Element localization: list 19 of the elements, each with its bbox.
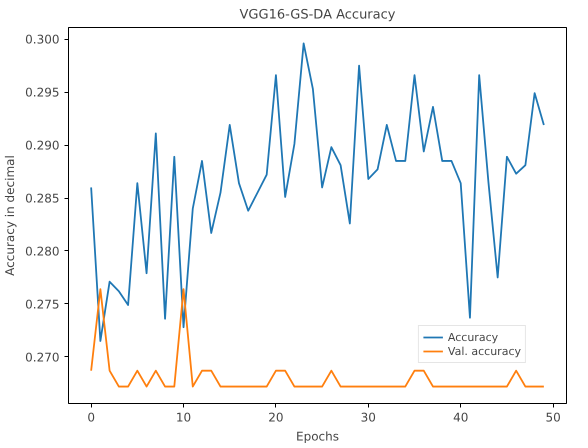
y-tick-label: 0.285 — [25, 192, 60, 206]
y-tick-label: 0.275 — [25, 297, 60, 312]
y-tick-label: 0.300 — [25, 32, 60, 47]
y-tick-label: 0.295 — [25, 86, 60, 100]
legend-label: Val. accuracy — [448, 344, 521, 358]
x-tick-label: 0 — [87, 410, 95, 424]
line-series — [90, 42, 545, 342]
y-tick-label: 0.290 — [25, 138, 60, 153]
x-tick-label: 40 — [453, 410, 468, 424]
legend-label: Accuracy — [448, 330, 498, 344]
x-axis-title: Epochs — [296, 430, 339, 444]
x-tick-label: 50 — [545, 410, 561, 424]
x-tick-label: 30 — [360, 410, 376, 424]
y-tick-label: 0.280 — [25, 244, 60, 258]
y-axis-title: Accuracy in decimal — [3, 155, 18, 276]
x-tick-label: 10 — [176, 410, 192, 424]
y-tick-label: 0.270 — [25, 350, 60, 364]
chart-title: VGG16-GS-DA Accuracy — [240, 8, 396, 22]
x-tick-label: 20 — [268, 410, 284, 424]
